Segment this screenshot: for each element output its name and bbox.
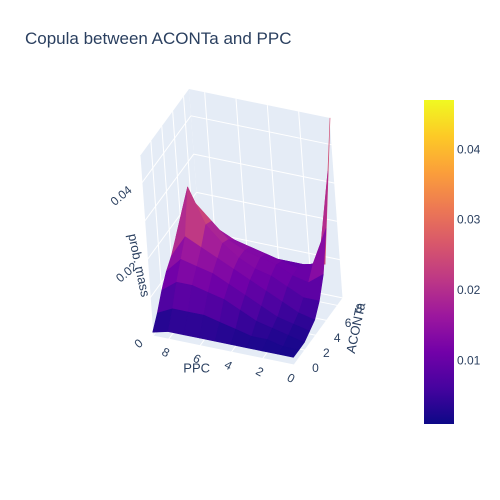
colorbar-tick-label: 0.01: [457, 354, 481, 368]
z-tick-label: 0: [132, 336, 146, 351]
x-tick-label: 8: [159, 345, 172, 361]
x-axis-title: PPC: [183, 360, 210, 375]
grid-line: [266, 105, 281, 286]
grid-line: [329, 117, 344, 299]
chart-title: Copula between ACONTa and PPC: [25, 29, 292, 48]
x-tick-label: 0: [285, 370, 298, 386]
grid-line: [139, 155, 154, 337]
y-tick-label: 4: [334, 331, 341, 345]
surface-cell: [277, 346, 300, 358]
grid-line: [152, 335, 295, 366]
colorbar-tick-label: 0.03: [457, 213, 481, 227]
colorbar: 0.01 0.02 0.03 0.04: [424, 100, 481, 424]
colorbar-tick-label: 0.02: [457, 283, 481, 297]
grid-line: [196, 191, 338, 222]
x-tick-label: 2: [253, 364, 266, 380]
y-tick-label: 2: [323, 346, 330, 360]
grid-line: [298, 111, 313, 292]
x-tick-label: 4: [222, 358, 235, 374]
grid-line: [193, 153, 335, 184]
grid-line: [144, 153, 195, 222]
grid-line: [141, 115, 192, 184]
z-tick-label: 0.04: [108, 183, 135, 209]
colorbar-bar: [424, 100, 454, 424]
grid-line: [293, 297, 344, 366]
grid-line: [190, 115, 333, 146]
y-tick-label: 0: [312, 361, 319, 375]
y-tick-label: 6: [345, 316, 352, 330]
colorbar-tick-label: 0.04: [457, 142, 481, 156]
y-tick-label: 8: [356, 301, 363, 315]
